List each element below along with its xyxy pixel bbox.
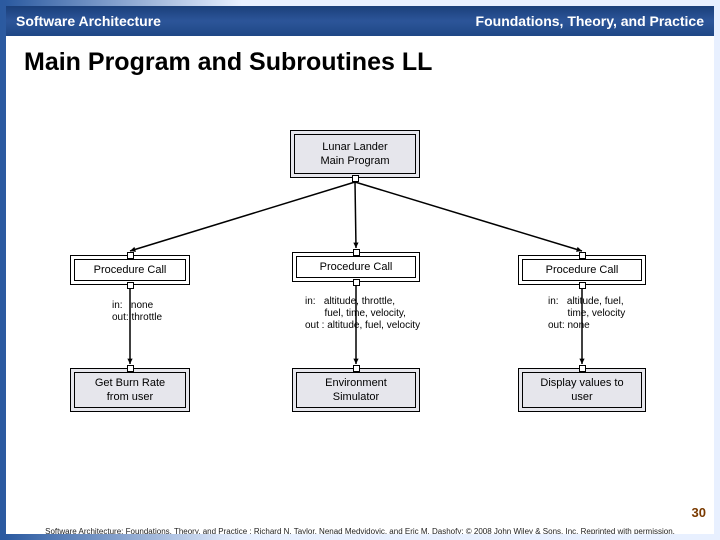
diagram-node-sub1: Get Burn Rate from user bbox=[70, 368, 190, 412]
node-label: Get Burn Rate from user bbox=[91, 372, 169, 409]
port-in-pc1 bbox=[127, 252, 134, 259]
port-out-main bbox=[352, 175, 359, 182]
node-label: Procedure Call bbox=[90, 259, 171, 281]
diagram-node-pc2: Procedure Call bbox=[292, 252, 420, 282]
page-number: 30 bbox=[692, 505, 706, 520]
diagram-node-pc3: Procedure Call bbox=[518, 255, 646, 285]
port-out-pc1 bbox=[127, 282, 134, 289]
diagram-node-sub3: Display values to user bbox=[518, 368, 646, 412]
diagram-node-main: Lunar Lander Main Program bbox=[290, 130, 420, 178]
header-left: Software Architecture bbox=[16, 13, 161, 29]
port-in-sub2 bbox=[353, 365, 360, 372]
port-in-pc2 bbox=[353, 249, 360, 256]
port-in-pc3 bbox=[579, 252, 586, 259]
slide-header: Software Architecture Foundations, Theor… bbox=[6, 6, 714, 36]
port-out-pc2 bbox=[353, 279, 360, 286]
io-label-io1: in: none out: throttle bbox=[112, 300, 162, 324]
header-right: Foundations, Theory, and Practice bbox=[476, 13, 704, 29]
diagram-node-sub2: Environment Simulator bbox=[292, 368, 420, 412]
diagram-node-pc1: Procedure Call bbox=[70, 255, 190, 285]
node-label: Lunar Lander Main Program bbox=[316, 136, 393, 173]
node-label: Procedure Call bbox=[316, 256, 397, 278]
io-label-io3: in: altitude, fuel, time, velocity out: … bbox=[548, 296, 625, 332]
node-label: Environment Simulator bbox=[321, 372, 391, 409]
port-out-pc3 bbox=[579, 282, 586, 289]
footer-citation: Software Architecture: Foundations, Theo… bbox=[0, 527, 720, 536]
port-in-sub3 bbox=[579, 365, 586, 372]
node-label: Procedure Call bbox=[542, 259, 623, 281]
node-label: Display values to user bbox=[536, 372, 627, 409]
io-label-io2: in: altitude, throttle, fuel, time, velo… bbox=[305, 296, 420, 332]
port-in-sub1 bbox=[127, 365, 134, 372]
diagram-canvas: Lunar Lander Main Program Procedure Call P… bbox=[20, 130, 700, 450]
slide-title: Main Program and Subroutines LL bbox=[24, 48, 432, 77]
